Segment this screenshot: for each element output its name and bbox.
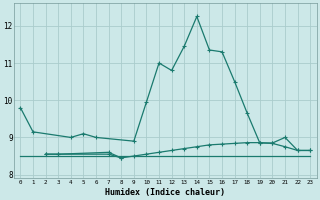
X-axis label: Humidex (Indice chaleur): Humidex (Indice chaleur) [105, 188, 225, 197]
